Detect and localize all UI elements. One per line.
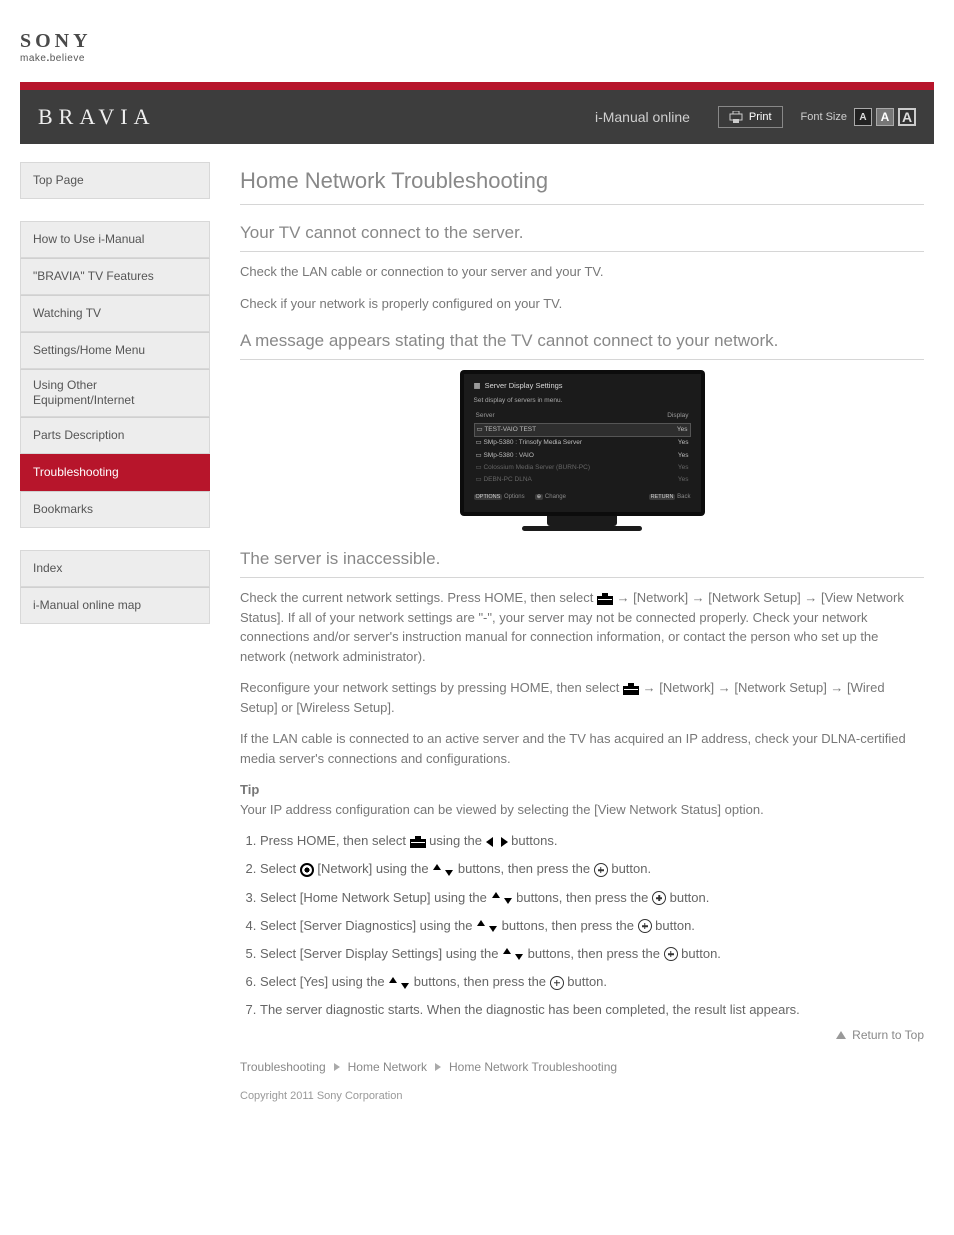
return-to-top[interactable]: Return to Top <box>240 1028 924 1042</box>
sidebar-item[interactable]: Using Other Equipment/Internet <box>20 369 210 417</box>
step-item: The server diagnostic starts. When the d… <box>260 1000 924 1020</box>
sony-logo: SONY <box>20 30 934 53</box>
print-button[interactable]: Print <box>718 106 783 128</box>
chevron-right-icon <box>334 1063 340 1071</box>
font-size-large[interactable]: A <box>898 108 916 126</box>
sony-tagline: make.believe <box>20 53 934 64</box>
section-1-para-1: Check the LAN cable or connection to you… <box>240 262 924 282</box>
plus-circle-icon <box>638 919 652 933</box>
red-strip <box>20 82 934 90</box>
sidebar-item[interactable]: Top Page <box>20 162 210 199</box>
page-title: Home Network Troubleshooting <box>240 168 924 205</box>
breadcrumb-2[interactable]: Home Network <box>348 1060 427 1074</box>
section-1-para-2: Check if your network is properly config… <box>240 294 924 314</box>
step-item: Select [Home Network Setup] using the bu… <box>260 888 924 908</box>
tv-foot-options: Options <box>504 494 525 500</box>
brand-block: SONY make.believe <box>20 30 934 64</box>
section-2-heading: A message appears stating that the TV ca… <box>240 331 924 360</box>
breadcrumb-1[interactable]: Troubleshooting <box>240 1060 326 1074</box>
arrows-up-down-icon <box>491 892 513 904</box>
font-size-label: Font Size <box>801 111 847 123</box>
step-item: Select [Yes] using the buttons, then pre… <box>260 972 924 992</box>
sidebar-item[interactable]: Parts Description <box>20 417 210 454</box>
arrows-up-down-icon <box>476 920 498 932</box>
arrows-up-down-icon <box>388 977 410 989</box>
breadcrumb: Troubleshooting Home Network Home Networ… <box>240 1060 924 1074</box>
sidebar-item[interactable]: Troubleshooting <box>20 454 210 491</box>
main-content: Home Network Troubleshooting Your TV can… <box>240 162 934 1102</box>
imanual-label: i-Manual online <box>595 109 690 125</box>
tv-title: Server Display Settings <box>485 380 563 392</box>
tv-server-row: ▭ SMp-5380 : VAIOYes <box>474 450 691 462</box>
bravia-logo: BRAVIA <box>38 104 156 130</box>
arrow-up-icon <box>836 1031 846 1039</box>
section-2-para-2: Reconfigure your network settings by pre… <box>240 678 924 717</box>
tv-subtitle: Set display of servers in menu. <box>474 396 691 406</box>
plus-circle-icon <box>664 947 678 961</box>
sidebar-item[interactable]: "BRAVIA" TV Features <box>20 258 210 295</box>
tv-server-row: ▭ SMp-5380 : Trinsofy Media ServerYes <box>474 437 691 449</box>
arrows-up-down-icon <box>502 948 524 960</box>
settings-toolbox-icon-2 <box>623 683 639 695</box>
tv-col-server: Server <box>476 411 495 421</box>
tv-foot-back: Back <box>677 494 690 500</box>
settings-toolbox-icon <box>597 593 613 605</box>
tv-server-row: ▭ DEBN-PC DLNAYes <box>474 474 691 486</box>
section-3-heading: The server is inaccessible. <box>240 549 924 578</box>
tv-col-display: Display <box>667 411 688 421</box>
print-icon <box>729 111 743 123</box>
section-2-para-1: Check the current network settings. Pres… <box>240 588 924 666</box>
copyright: Copyright 2011 Sony Corporation <box>240 1090 924 1102</box>
sidebar-item[interactable]: i-Manual online map <box>20 587 210 624</box>
step-item: Select [Server Display Settings] using t… <box>260 944 924 964</box>
sidebar-item[interactable]: Index <box>20 550 210 587</box>
tv-foot-change: Change <box>545 494 566 500</box>
arrows-up-down-icon <box>432 864 454 876</box>
tv-figure: ▦ Server Display Settings Set display of… <box>240 370 924 531</box>
tv-screen: ▦ Server Display Settings Set display of… <box>464 374 701 512</box>
settings-toolbox-icon <box>410 836 426 848</box>
steps-list: Press HOME, then select using the button… <box>240 831 924 1020</box>
sidebar-item[interactable]: Watching TV <box>20 295 210 332</box>
breadcrumb-3: Home Network Troubleshooting <box>449 1060 617 1074</box>
plus-circle-icon <box>594 863 608 877</box>
sidebar-item[interactable]: Settings/Home Menu <box>20 332 210 369</box>
font-size-medium[interactable]: A <box>876 108 894 126</box>
return-to-top-label: Return to Top <box>852 1028 924 1042</box>
step-item: Select [Server Diagnostics] using the bu… <box>260 916 924 936</box>
print-label: Print <box>749 111 772 123</box>
arrows-left-right-icon <box>486 836 508 848</box>
font-size-small[interactable]: A <box>854 108 872 126</box>
network-globe-icon <box>300 863 314 877</box>
step-item: Select [Network] using the buttons, then… <box>260 859 924 879</box>
tv-server-row: ▭ TEST-VAIO TESTYes <box>474 423 691 437</box>
plus-circle-icon <box>652 891 666 905</box>
section-2-tip: Tip Your IP address configuration can be… <box>240 780 924 819</box>
sidebar: Top Page How to Use i-Manual"BRAVIA" TV … <box>20 162 210 646</box>
step-item: Press HOME, then select using the button… <box>260 831 924 851</box>
section-1-heading: Your TV cannot connect to the server. <box>240 223 924 252</box>
section-2-para-3: If the LAN cable is connected to an acti… <box>240 729 924 768</box>
sidebar-item[interactable]: Bookmarks <box>20 491 210 528</box>
header-bar: BRAVIA i-Manual online Print Font Size A… <box>20 90 934 144</box>
tv-server-row: ▭ Colossium Media Server (BURN-PC)Yes <box>474 462 691 474</box>
chevron-right-icon <box>435 1063 441 1071</box>
plus-circle-icon <box>550 976 564 990</box>
sidebar-item[interactable]: How to Use i-Manual <box>20 221 210 258</box>
tv-settings-icon: ▦ <box>474 380 481 392</box>
font-sizer: Font Size A A A <box>801 108 916 126</box>
